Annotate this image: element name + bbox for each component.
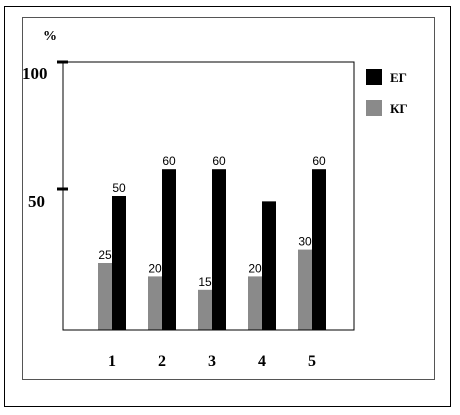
x-tick-label-4: 4: [258, 353, 266, 370]
plot-border: [62, 61, 355, 331]
x-tick-label-2: 2: [158, 353, 166, 370]
x-tick-label-5: 5: [308, 353, 316, 370]
data-label-series-1-cat-2: 60: [162, 154, 176, 168]
data-label-series-0-cat-2: 20: [148, 261, 162, 275]
bar-series-1-cat-3: [212, 169, 226, 330]
x-tick-label-3: 3: [208, 353, 216, 370]
y-tick-100: 100: [22, 64, 48, 83]
data-label-series-0-cat-1: 25: [98, 248, 112, 262]
data-label-series-0-cat-3: 15: [198, 275, 212, 289]
bar-series-0-cat-3: [198, 289, 212, 330]
legend-label-eg: ЕГ: [390, 70, 407, 85]
legend: ЕГ КГ: [366, 69, 408, 116]
data-label-series-1-cat-5: 60: [312, 154, 326, 168]
bar-series-0-cat-2: [148, 276, 162, 330]
legend-label-kg: КГ: [390, 101, 408, 116]
bar-series-1-cat-5: [312, 169, 326, 330]
data-label-series-1-cat-1: 50: [112, 181, 126, 195]
x-tick-label-1: 1: [108, 353, 116, 370]
data-label-series-0-cat-4: 20: [248, 261, 262, 275]
data-label-series-1-cat-3: 60: [212, 154, 226, 168]
plot-area: 25 50 1 20 60 2 15 60 3 20 4 30 60 5: [98, 154, 326, 370]
legend-swatch-eg: [366, 69, 382, 85]
data-label-series-0-cat-5: 30: [298, 235, 312, 249]
bar-series-0-cat-1: [98, 263, 112, 330]
outer-border: [4, 6, 451, 407]
bar-series-0-cat-4: [248, 276, 262, 330]
bar-series-0-cat-5: [298, 249, 312, 330]
bar-series-1-cat-2: [162, 169, 176, 330]
y-tick-50: 50: [28, 192, 45, 211]
inner-border: [22, 17, 435, 380]
y-axis-unit: %: [43, 29, 57, 44]
bar-series-1-cat-1: [112, 196, 126, 330]
legend-swatch-kg: [366, 100, 382, 116]
bar-series-1-cat-4: [262, 201, 276, 330]
